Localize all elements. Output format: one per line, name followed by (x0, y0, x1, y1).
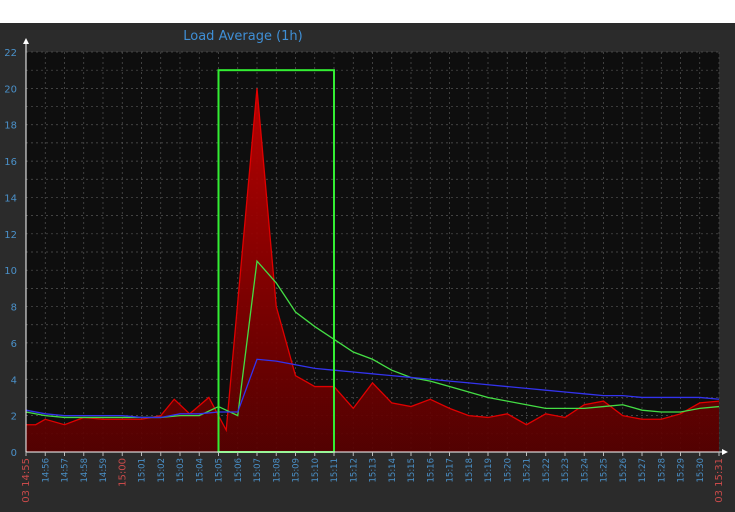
x-tick-label: 15:29 (677, 458, 687, 483)
x-tick-label: 15:04 (195, 458, 205, 483)
x-tick-label: 15:21 (523, 458, 533, 483)
x-tick-label: 15:03 (176, 458, 186, 483)
x-tick-label: 15:19 (484, 458, 494, 483)
y-tick-label: 18 (4, 121, 17, 132)
y-tick-label: 16 (4, 157, 17, 168)
x-tick-label: 15:30 (696, 458, 706, 483)
y-tick-label: 10 (4, 266, 17, 277)
x-tick-label: 15:01 (138, 458, 148, 483)
x-tick-label: 15:17 (446, 458, 456, 483)
y-tick-label: 12 (4, 230, 17, 241)
x-tick-label: 15:14 (388, 458, 398, 483)
x-tick-label: 15:22 (542, 458, 552, 483)
x-tick-label: 14:58 (80, 458, 90, 483)
series-line-red (26, 88, 720, 433)
y-tick-label: 0 (11, 448, 17, 459)
x-tick-label: 15:11 (330, 458, 340, 483)
y-tick-label: 20 (4, 84, 17, 95)
x-tick-label: 15:07 (253, 458, 263, 483)
y-tick-label: 6 (11, 339, 17, 350)
x-tick-label: 15:24 (580, 458, 590, 483)
x-tick-label: 15:02 (157, 458, 167, 483)
x-tick-label: 15:10 (311, 458, 321, 483)
x-tick-label: 15:05 (215, 458, 225, 483)
y-tick-label: 2 (11, 412, 17, 423)
x-tick-label: 15:00 (117, 458, 128, 487)
x-tick-label: 15:09 (292, 458, 302, 483)
x-axis-arrow (722, 449, 728, 455)
x-tick-label: 15:12 (349, 458, 359, 483)
x-tick-label: 14:59 (99, 458, 109, 483)
x-tick-label: 03 15:31 (714, 458, 725, 503)
x-tick-label: 15:06 (234, 458, 244, 483)
load-average-chart: Load Average (1h) 0 2 4 6 8 10 12 14 16 18 20 22 03 … (4, 29, 728, 503)
x-tick-label: 03 14:55 (21, 458, 32, 503)
x-tick-label: 15:27 (638, 458, 648, 483)
chart-title: Load Average (1h) (183, 29, 303, 44)
chart-panel: Load Average (1h) 0 2 4 6 8 10 12 14 16 18 20 22 03 … (0, 23, 735, 512)
plot-area: 0 2 4 6 8 10 12 14 16 18 20 22 03 14:55 14:56 14:57 14:… (4, 38, 728, 503)
x-tick-label: 15:13 (369, 458, 379, 483)
x-tick-label: 15:20 (503, 458, 513, 483)
x-tick-label: 15:28 (657, 458, 667, 483)
y-axis-arrow (23, 38, 29, 44)
x-tick-label: 15:15 (407, 458, 417, 483)
y-tick-label: 8 (11, 303, 17, 314)
y-tick-label: 4 (11, 375, 17, 386)
x-tick-label: 15:23 (561, 458, 571, 483)
x-tick-label: 15:25 (600, 458, 610, 483)
x-tick-label: 15:18 (465, 458, 475, 483)
x-tick-label: 15:16 (426, 458, 436, 483)
x-tick-label: 15:08 (272, 458, 282, 483)
series-line-blue (25, 358, 720, 419)
top-strip (0, 0, 735, 23)
x-tick-label: 15:26 (619, 458, 629, 483)
x-tick-label: 14:56 (41, 458, 51, 483)
y-tick-label: 22 (4, 48, 17, 59)
x-tick-label: 14:57 (61, 458, 71, 483)
y-tick-label: 14 (4, 193, 17, 204)
